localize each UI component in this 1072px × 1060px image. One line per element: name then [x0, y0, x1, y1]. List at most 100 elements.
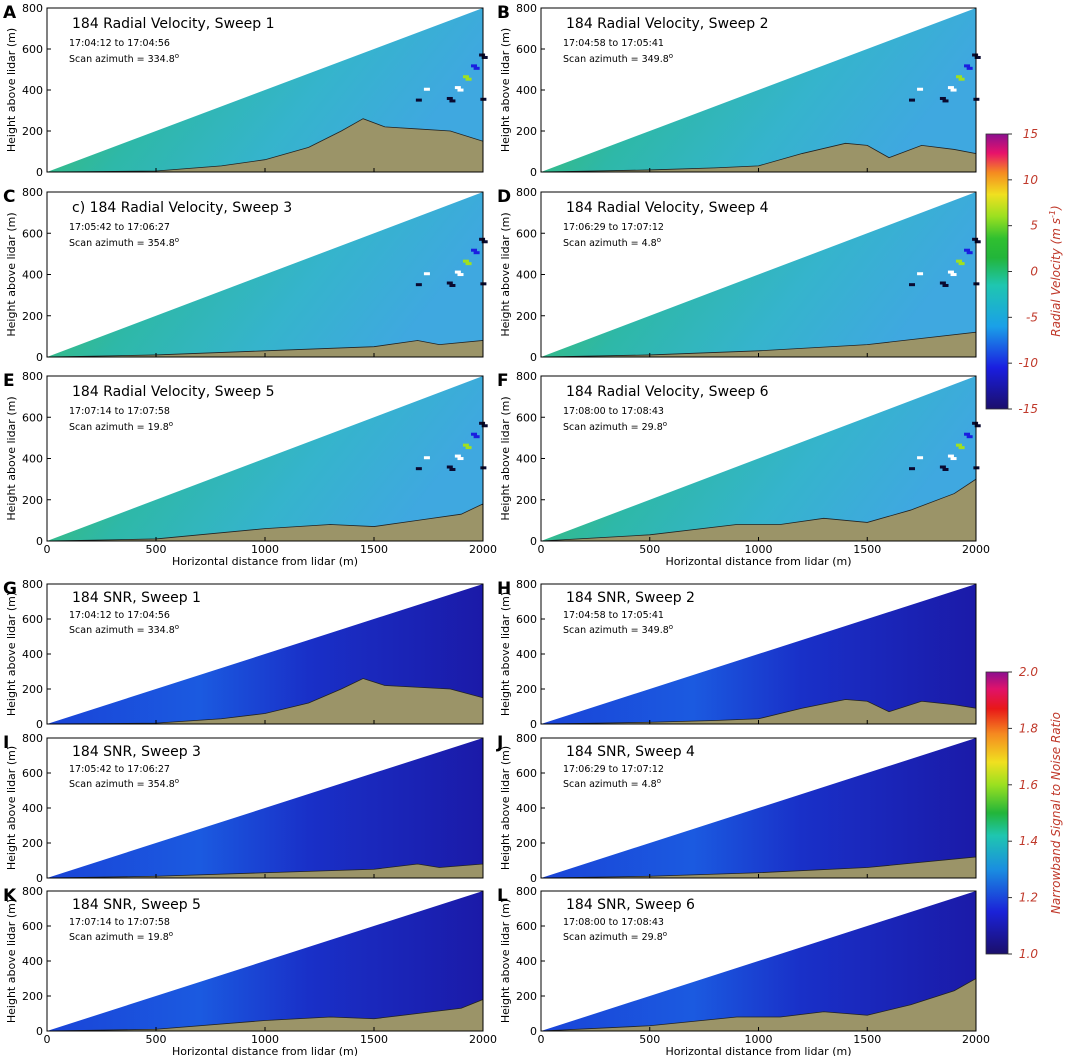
noise-mark: [446, 96, 453, 100]
snr-colorbar-label: Narrowband Signal to Noise Ratio: [1049, 712, 1063, 914]
noise-mark: [939, 465, 946, 469]
noise-mark: [950, 273, 957, 277]
y-tick-label: 0: [36, 1025, 43, 1038]
noise-mark: [457, 88, 464, 92]
noise-mark: [481, 424, 488, 428]
x-tick-label: 1000: [251, 543, 279, 556]
noise-mark: [947, 86, 954, 90]
panel-time-range: 17:06:29 to 17:07:12: [563, 222, 664, 233]
y-tick-label: 0: [530, 535, 537, 548]
panel-title: 184 Radial Velocity, Sweep 5: [72, 384, 275, 400]
panel-time-range: 17:04:12 to 17:04:56: [69, 610, 170, 621]
y-tick-label: 600: [22, 43, 43, 56]
degree-sign: o: [663, 420, 667, 428]
panel-title: 184 Radial Velocity, Sweep 2: [566, 16, 769, 32]
noise-mark: [473, 435, 480, 439]
y-tick-label: 800: [516, 578, 537, 591]
y-tick-label: 600: [22, 920, 43, 933]
noise-mark: [966, 66, 973, 70]
noise-mark: [481, 240, 488, 244]
x-axis-label: Horizontal distance from lidar (m): [665, 555, 851, 568]
panel-scan-azimuth: Scan azimuth = 29.8o: [563, 930, 667, 943]
noise-mark: [471, 432, 478, 436]
y-axis-label: Height above lidar (m): [499, 592, 512, 716]
panel-time-range: 17:05:42 to 17:06:27: [69, 222, 170, 233]
noise-mark: [479, 421, 486, 425]
y-tick-label: 600: [516, 920, 537, 933]
panel-e: 0 200 400 600 800 0 500 1000 1500 2000 Horizontal …: [3, 370, 497, 568]
x-tick-label: 0: [44, 543, 51, 556]
noise-mark: [454, 454, 461, 458]
x-tick-label: 1000: [251, 1033, 279, 1046]
panel-title: 184 Radial Velocity, Sweep 1: [72, 16, 275, 32]
x-tick-label: 2000: [469, 543, 497, 556]
y-tick-label: 0: [530, 166, 537, 179]
colorbar-tick-label: 1.4: [1019, 834, 1038, 848]
noise-mark: [909, 467, 916, 471]
colorbar-label-superscript: -1: [1048, 210, 1057, 218]
panel-k: 0 200 400 600 800 0 500 1000 1500 2000 Horizontal …: [3, 885, 497, 1058]
noise-mark: [479, 237, 486, 241]
y-tick-label: 0: [530, 872, 537, 885]
panel-scan-azimuth: Scan azimuth = 349.8o: [563, 52, 673, 65]
noise-mark: [950, 457, 957, 461]
scan-wedge: [541, 738, 976, 878]
snr-colorbar: 2.0 1.8 1.6 1.4 1.2 1.0 Narrowband Signal to N…: [985, 665, 1063, 961]
noise-mark: [917, 87, 924, 91]
degree-sign: o: [169, 930, 173, 938]
noise-mark: [966, 435, 973, 439]
x-tick-label: 1500: [360, 1033, 388, 1046]
degree-sign: o: [663, 930, 667, 938]
scan-wedge: [541, 8, 976, 172]
noise-mark: [462, 259, 469, 263]
y-tick-label: 800: [516, 186, 537, 199]
noise-mark: [465, 262, 472, 266]
x-tick-label: 1000: [745, 1033, 773, 1046]
degree-sign: o: [175, 52, 179, 60]
colorbar-tick-label: 2.0: [1019, 665, 1038, 679]
x-tick-label: 1500: [853, 543, 881, 556]
colorbar-tick-label: 1.0: [1019, 947, 1038, 961]
scan-wedge: [47, 891, 483, 1031]
y-tick-label: 200: [22, 990, 43, 1003]
y-axis-label: Height above lidar (m): [499, 396, 512, 520]
degree-sign: o: [669, 52, 673, 60]
noise-mark: [454, 86, 461, 90]
y-axis-label: Height above lidar (m): [499, 746, 512, 870]
noise-mark: [481, 55, 488, 59]
panel-title: 184 SNR, Sweep 6: [566, 897, 695, 913]
colorbar-label-end: ): [1049, 205, 1063, 211]
y-tick-label: 600: [22, 411, 43, 424]
panel-letter: H: [497, 579, 511, 599]
noise-mark: [942, 283, 949, 287]
noise-mark: [955, 443, 962, 447]
colorbar-tick-label: 5: [1030, 219, 1038, 233]
noise-mark: [446, 465, 453, 469]
velocity-colorbar: 15 10 5 0 -5 -10 -15 Radial Velocity (m s-1): [985, 127, 1063, 416]
panel-title: c) 184 Radial Velocity, Sweep 3: [72, 200, 292, 216]
noise-mark: [955, 75, 962, 79]
panel-time-range: 17:06:29 to 17:07:12: [563, 764, 664, 775]
y-tick-label: 600: [516, 411, 537, 424]
colorbar-tick-label: -15: [1018, 402, 1038, 416]
y-tick-label: 800: [22, 2, 43, 15]
noise-mark: [950, 88, 957, 92]
panel-time-range: 17:04:58 to 17:05:41: [563, 610, 664, 621]
y-tick-label: 800: [22, 186, 43, 199]
noise-mark: [471, 248, 478, 252]
y-tick-label: 0: [530, 1025, 537, 1038]
noise-mark: [947, 454, 954, 458]
panel-letter: D: [497, 187, 511, 207]
scan-wedge: [541, 584, 976, 724]
panel-time-range: 17:05:42 to 17:06:27: [69, 764, 170, 775]
degree-sign: o: [169, 420, 173, 428]
y-tick-label: 200: [22, 125, 43, 138]
y-tick-label: 400: [516, 453, 537, 466]
noise-mark: [958, 77, 965, 81]
y-tick-label: 0: [530, 351, 537, 364]
y-axis-label: Height above lidar (m): [5, 746, 18, 870]
panel-title: 184 Radial Velocity, Sweep 6: [566, 384, 769, 400]
panel-letter: K: [3, 886, 17, 906]
noise-mark: [462, 443, 469, 447]
panel-letter: B: [497, 3, 510, 23]
